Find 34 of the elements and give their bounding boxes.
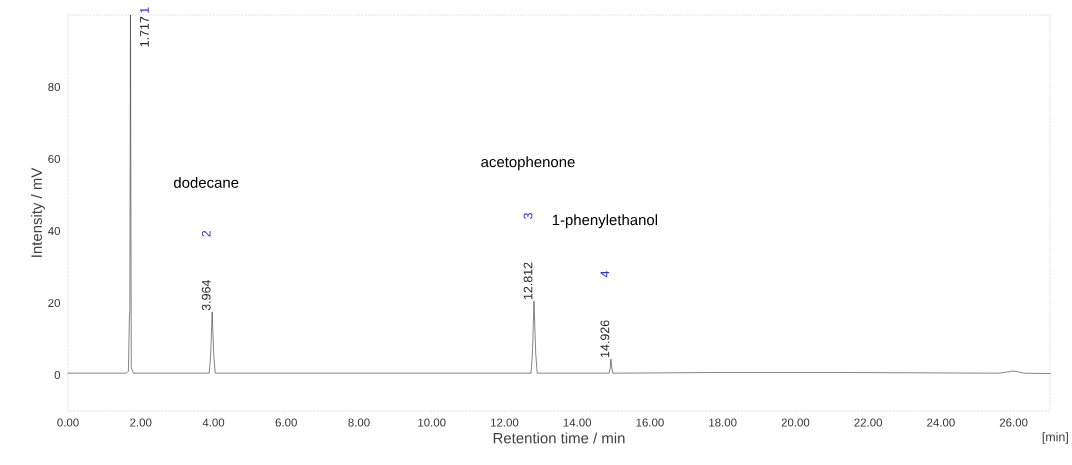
x-tick-label: 2.00 — [130, 418, 152, 427]
annotation: acetophenone — [481, 156, 575, 171]
annotation: 3.964 — [201, 279, 211, 311]
x-tick-label: 22.00 — [854, 418, 883, 427]
x-tick-label: 18.00 — [709, 418, 737, 427]
annotation: 3 — [523, 213, 533, 220]
y-tick-label: 0 — [54, 370, 61, 380]
y-tick-label: 40 — [48, 226, 61, 236]
annotation: 12.812 — [523, 262, 533, 300]
x-axis-title: Retention time / min — [493, 432, 625, 444]
y-axis-title: Intensity / mV — [30, 167, 45, 257]
annotation: 14.926 — [600, 320, 610, 357]
x-tick-label: 26.00 — [999, 418, 1028, 427]
x-tick-label: 10.00 — [418, 418, 446, 427]
x-tick-label: 24.00 — [927, 418, 955, 427]
annotation: 2 — [201, 230, 211, 237]
text: [min] — [1042, 432, 1068, 444]
x-tick-label: 6.00 — [275, 418, 297, 427]
x-tick-label: 0.00 — [57, 418, 79, 427]
y-tick-label: 60 — [48, 154, 61, 164]
x-tick-label: 8.00 — [348, 418, 370, 427]
x-tick-label: 16.00 — [636, 418, 664, 427]
x-tick-label: 12.00 — [490, 418, 519, 427]
y-tick-label: 80 — [48, 82, 61, 92]
y-tick-label: 20 — [48, 298, 61, 308]
x-tick-label: 20.00 — [781, 418, 810, 427]
text: 1 — [140, 7, 149, 13]
x-tick-label: 4.00 — [202, 418, 225, 427]
annotation: dodecane — [173, 176, 239, 188]
annotation: 1-phenylethanol — [552, 214, 658, 229]
annotation: 4 — [600, 270, 610, 278]
line-series — [67, 14, 1051, 374]
annotation: 1.717 — [140, 16, 149, 47]
x-tick-label: 14.00 — [563, 418, 592, 427]
